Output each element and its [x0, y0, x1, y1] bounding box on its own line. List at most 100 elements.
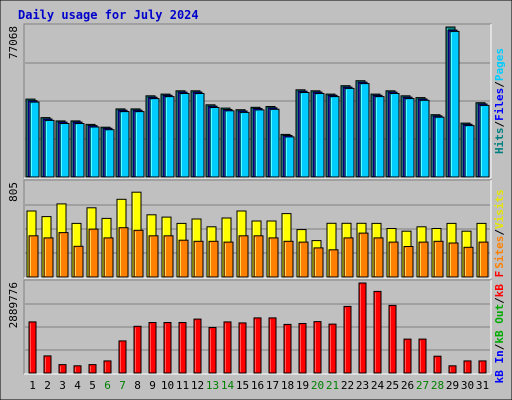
day-label-29: 29: [446, 379, 459, 392]
bar-pages-day-25: [389, 93, 400, 178]
bar-pages-day-16: [254, 109, 265, 178]
series-legend: kB In/kB Out/kB F: [493, 271, 506, 384]
bar-pages-day-2: [44, 119, 55, 178]
max-value-label: 77068: [7, 26, 20, 59]
legend-entry: Hits: [493, 128, 506, 155]
bar-kb-f-day-4: [73, 365, 82, 374]
bar-pages-day-11: [179, 93, 190, 178]
series-sites: [28, 227, 489, 278]
bar-pages-day-12: [194, 93, 205, 178]
bar-kb-f-day-23: [358, 282, 367, 374]
bar-kb-f-day-7: [118, 340, 127, 374]
day-label-14: 14: [221, 379, 235, 392]
day-label-24: 24: [371, 379, 385, 392]
day-label-4: 4: [74, 379, 81, 392]
day-label-28: 28: [431, 379, 444, 392]
bar-pages-day-5: [89, 126, 100, 178]
bar-sites-day-6: [103, 237, 114, 278]
bar-kb-f-day-28: [433, 355, 442, 374]
day-label-11: 11: [176, 379, 189, 392]
day-label-19: 19: [296, 379, 309, 392]
bar-sites-day-21: [328, 249, 339, 278]
bar-pages-day-13: [209, 107, 220, 178]
bar-kb-f-day-1: [28, 321, 37, 374]
day-label-25: 25: [386, 379, 399, 392]
bar-kb-f-day-11: [178, 322, 187, 374]
bar-kb-f-day-12: [193, 318, 202, 374]
panel-3: 2889776 kB In/kB Out/kB F: [7, 271, 506, 384]
bar-sites-day-3: [58, 232, 69, 278]
day-label-21: 21: [326, 379, 339, 392]
bar-kb-f-day-21: [328, 323, 337, 374]
bar-sites-day-2: [43, 237, 54, 278]
max-value-label: 2889776: [7, 282, 20, 328]
series-legend: Sites/Visits: [493, 189, 506, 269]
bar-kb-f-day-20: [313, 321, 322, 374]
legend-entry: /: [493, 343, 506, 350]
bar-pages-day-19: [299, 92, 310, 178]
bar-pages-day-8: [134, 111, 145, 178]
bar-sites-day-9: [148, 235, 159, 278]
bar-pages-day-26: [404, 98, 415, 178]
day-label-16: 16: [251, 379, 264, 392]
bar-pages-day-31: [479, 104, 490, 178]
day-label-12: 12: [191, 379, 204, 392]
bar-pages-day-28: [434, 116, 445, 178]
bar-pages-day-23: [359, 83, 370, 178]
bar-kb-f-day-25: [388, 304, 397, 374]
bar-pages-day-3: [59, 123, 70, 178]
chart-panels: 77068Hits/Files/Pages805Sites/Visits2889…: [7, 23, 506, 384]
bar-pages-day-18: [284, 136, 295, 178]
legend-entry: /: [493, 297, 506, 304]
day-label-8: 8: [134, 379, 141, 392]
bar-sites-day-24: [373, 237, 384, 278]
bar-kb-f-day-19: [298, 323, 307, 374]
bar-pages-day-14: [224, 110, 235, 178]
day-label-26: 26: [401, 379, 414, 392]
bar-sites-day-29: [448, 242, 459, 278]
bar-kb-f-day-5: [88, 364, 97, 374]
bar-pages-day-21: [329, 96, 340, 178]
bar-sites-day-18: [283, 240, 294, 278]
day-label-18: 18: [281, 379, 294, 392]
day-label-23: 23: [356, 379, 369, 392]
day-label-15: 15: [236, 379, 249, 392]
bar-kb-f-day-17: [268, 317, 277, 374]
bar-kb-f-day-10: [163, 322, 172, 374]
bar-kb-f-day-31: [478, 360, 487, 374]
day-label-6: 6: [104, 379, 111, 392]
bar-pages-day-22: [344, 87, 355, 178]
bar-sites-day-25: [388, 241, 399, 278]
chart-title: Daily usage for July 2024: [18, 8, 199, 22]
bar-sites-day-8: [133, 229, 144, 278]
bar-sites-day-16: [253, 235, 264, 278]
legend-entry: kB Out: [493, 304, 506, 344]
legend-entry: /: [493, 229, 506, 236]
bar-sites-day-11: [178, 239, 189, 278]
bar-sites-day-27: [418, 241, 429, 278]
bar-sites-day-31: [478, 241, 489, 278]
day-label-1: 1: [29, 379, 36, 392]
bar-kb-f-day-9: [148, 322, 157, 374]
panel-1: 77068 Hits/Files/Pages: [7, 23, 506, 179]
bar-pages-day-17: [269, 108, 280, 178]
bar-kb-f-day-16: [253, 317, 262, 374]
day-label-10: 10: [161, 379, 174, 392]
bar-kb-f-day-27: [418, 338, 427, 374]
bar-sites-day-23: [358, 232, 369, 278]
bar-pages-day-30: [464, 125, 475, 178]
bar-kb-f-day-30: [463, 360, 472, 374]
legend-entry: /: [493, 121, 506, 128]
day-label-9: 9: [149, 379, 156, 392]
day-label-22: 22: [341, 379, 354, 392]
bar-sites-day-28: [433, 240, 444, 278]
bar-sites-day-12: [193, 240, 204, 278]
series-legend: Hits/Files/Pages: [493, 48, 506, 154]
bar-sites-day-17: [268, 237, 279, 278]
bar-kb-f-day-3: [58, 364, 67, 374]
legend-entry: kB In: [493, 350, 506, 383]
bar-pages-day-15: [239, 111, 250, 178]
legend-entry: /: [493, 81, 506, 88]
series-pages: [29, 30, 490, 178]
bar-pages-day-1: [29, 101, 40, 178]
